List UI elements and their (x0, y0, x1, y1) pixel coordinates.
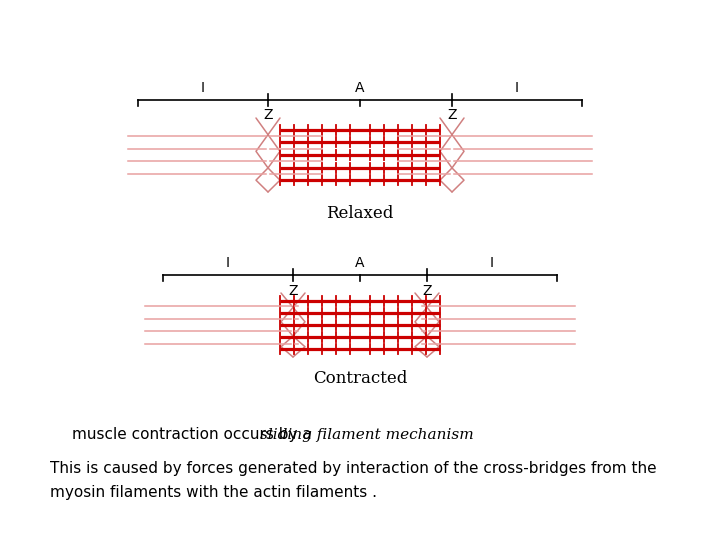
Text: Z: Z (422, 284, 432, 298)
Text: sliding filament mechanism: sliding filament mechanism (259, 428, 473, 442)
Text: Z: Z (288, 284, 298, 298)
Text: myosin filaments with the actin filaments .: myosin filaments with the actin filament… (50, 484, 377, 500)
Text: Z: Z (447, 108, 456, 122)
Text: A: A (355, 81, 365, 95)
Text: Z: Z (264, 108, 273, 122)
Text: I: I (490, 256, 494, 270)
Text: muscle contraction occurs by a: muscle contraction occurs by a (72, 428, 317, 442)
Text: I: I (515, 81, 519, 95)
Text: Contracted: Contracted (312, 370, 408, 387)
Text: Relaxed: Relaxed (326, 205, 394, 222)
Text: This is caused by forces generated by interaction of the cross-bridges from the: This is caused by forces generated by in… (50, 461, 657, 476)
Text: I: I (226, 256, 230, 270)
Text: A: A (355, 256, 365, 270)
Text: I: I (201, 81, 205, 95)
